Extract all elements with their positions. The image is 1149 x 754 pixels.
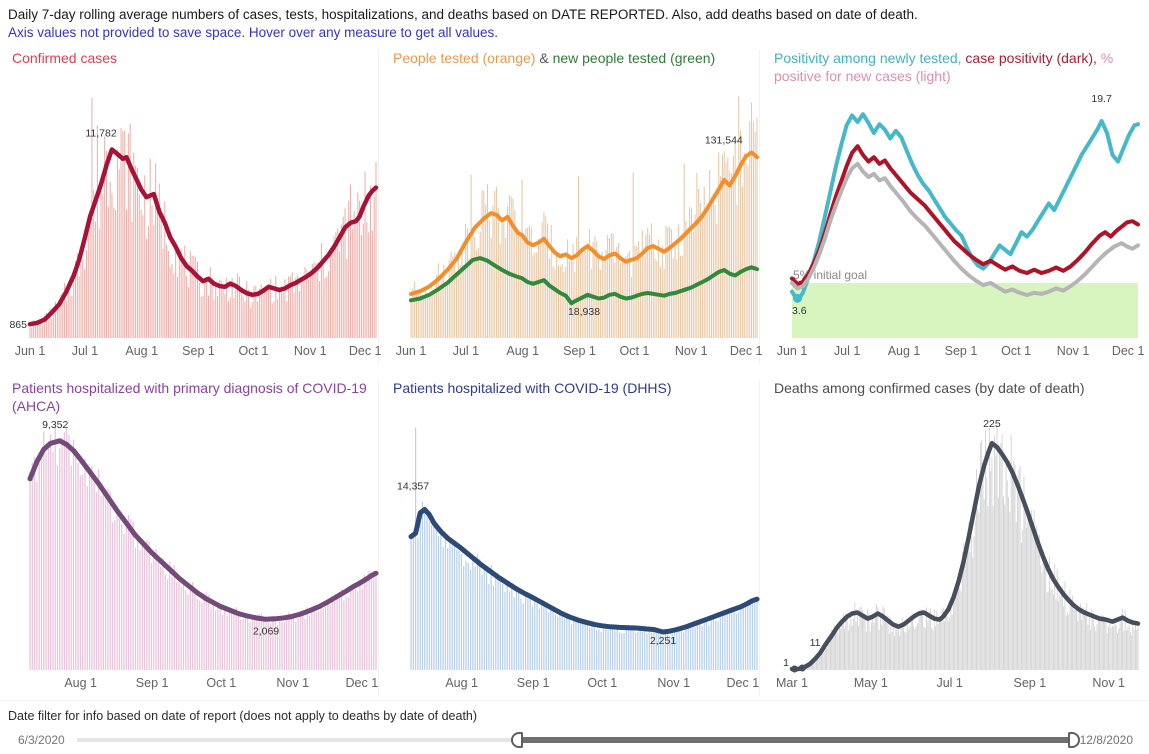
confirmed-cases-x-axis: Jun 1 Jul 1 Aug 1 Sep 1 Oct 1 Nov 1 Dec 1 — [15, 342, 382, 364]
chart-title-hospitalized-dhhs: Patients hospitalized with COVID-19 (DHH… — [389, 380, 759, 418]
x-axis-tick-label: Sep 1 — [1013, 676, 1047, 691]
chart-hospitalized-ahca: Patients hospitalized with primary diagn… — [8, 380, 379, 697]
x-axis-tick-label: Jun 1 — [14, 344, 46, 359]
chart-positivity: Positivity among newly tested, case posi… — [770, 50, 1145, 364]
x-axis-tick-label: Oct 1 — [1001, 344, 1032, 359]
positivity-x-axis: Jun 1 Jul 1 Aug 1 Sep 1 Oct 1 Nov 1 Dec 1 — [777, 342, 1145, 364]
date-slider: 6/3/2020 12/8/2020 — [8, 731, 1141, 749]
chart-title-part: Deaths among confirmed cases (by date of… — [774, 380, 1085, 397]
people-tested-plot[interactable]: 131,544 18,938 — [409, 90, 759, 339]
x-axis-tick-label: Sep 1 — [516, 676, 550, 691]
svg-text:11,782: 11,782 — [85, 128, 116, 140]
svg-text:2,251: 2,251 — [650, 635, 676, 647]
dashboard-subtitle: Axis values not provided to save space. … — [8, 25, 499, 41]
date-filter-label: Date filter for info based on date of re… — [8, 709, 478, 724]
x-axis-tick-label: Mar 1 — [776, 676, 808, 691]
dashboard-title: Daily 7-day rolling average numbers of c… — [8, 7, 918, 22]
chart-title-people-tested: People tested (orange) & new people test… — [389, 50, 759, 88]
chart-title-part: & — [535, 50, 553, 67]
chart-title-positivity: Positivity among newly tested, case posi… — [770, 50, 1141, 88]
svg-text:18,938: 18,938 — [568, 306, 600, 318]
x-axis-tick-label: Oct 1 — [238, 344, 269, 359]
x-axis-tick-label: Nov 1 — [1056, 344, 1090, 359]
x-axis-tick-label: Aug 1 — [506, 344, 540, 359]
chart-title-part: Patients hospitalized with COVID-19 (DHH… — [393, 380, 672, 397]
chart-title-part: Positivity among newly tested, — [774, 50, 962, 67]
chart-hospitalized-dhhs: Patients hospitalized with COVID-19 (DHH… — [389, 380, 760, 697]
x-axis-tick-label: Nov 1 — [1092, 676, 1125, 691]
chart-title-part: Patients hospitalized with primary diagn… — [12, 380, 367, 415]
x-axis-tick-label: Jun 1 — [776, 344, 808, 359]
slider-start-date: 6/3/2020 — [18, 733, 65, 748]
x-axis-tick-label: Jun 1 — [395, 344, 427, 359]
svg-text:19.7: 19.7 — [1091, 94, 1112, 106]
dashboard-header: Daily 7-day rolling average numbers of c… — [0, 0, 1149, 44]
chart-title-confirmed-cases: Confirmed cases — [8, 50, 378, 88]
slider-track[interactable] — [76, 731, 1080, 749]
x-axis-tick-label: Sep 1 — [944, 344, 978, 359]
x-axis-tick-label: Aug 1 — [64, 676, 98, 691]
chart-deaths-by-date-of-death: Deaths among confirmed cases (by date of… — [770, 380, 1141, 696]
chart-title-deaths: Deaths among confirmed cases (by date of… — [770, 380, 1141, 418]
slider-selected-range[interactable] — [522, 737, 1068, 744]
x-axis-tick-label: Sep 1 — [563, 344, 596, 359]
x-axis-tick-label: Sep 1 — [135, 676, 169, 691]
chart-confirmed-cases: Confirmed cases 11,782 865 Jun 1 Jul 1 Aug … — [8, 50, 382, 365]
confirmed-cases-plot[interactable]: 11,782 865 — [9, 90, 379, 339]
x-axis-tick-label: Oct 1 — [587, 676, 618, 691]
x-axis-tick-label: Dec 1 — [726, 676, 760, 691]
x-axis-tick-label: Jul 1 — [833, 344, 861, 359]
x-axis-tick-label: Aug 1 — [445, 676, 479, 691]
svg-text:225: 225 — [983, 418, 1001, 430]
x-axis-tick-label: Oct 1 — [619, 344, 650, 359]
x-axis-tick-label: Dec 1 — [1111, 344, 1145, 359]
x-axis-tick-label: Dec 1 — [348, 344, 382, 359]
charts-grid-row-2: Patients hospitalized with primary diagn… — [0, 374, 1149, 697]
chart-title-part: new people tested (green) — [552, 50, 716, 67]
row-separator — [0, 364, 1149, 374]
svg-text:11: 11 — [810, 637, 821, 649]
svg-text:131,544: 131,544 — [705, 135, 743, 147]
svg-text:9,352: 9,352 — [42, 419, 68, 431]
date-filter-section: Date filter for info based on date of re… — [0, 700, 1149, 749]
x-axis-tick-label: Nov 1 — [674, 344, 708, 359]
x-axis-tick-label: Sep 1 — [182, 344, 215, 359]
x-axis-tick-label: Jul 1 — [71, 344, 99, 359]
svg-text:2,069: 2,069 — [253, 626, 279, 638]
hospitalized-dhhs-plot[interactable]: 14,357 2,251 — [397, 420, 760, 671]
chart-title-hospitalized-ahca: Patients hospitalized with primary diagn… — [8, 380, 378, 418]
x-axis-tick-label: Aug 1 — [125, 344, 159, 359]
svg-text:14,357: 14,357 — [397, 481, 429, 493]
x-axis-tick-label: Jul 1 — [936, 676, 963, 691]
svg-text:865: 865 — [9, 320, 27, 332]
svg-text:3.6: 3.6 — [792, 305, 807, 317]
x-axis-tick-label: Nov 1 — [293, 344, 327, 359]
slider-handle-right[interactable] — [1067, 732, 1080, 749]
x-axis-tick-label: Aug 1 — [887, 344, 921, 359]
hospitalized-ahca-plot[interactable]: 9,352 2,069 — [27, 419, 379, 671]
charts-grid-row-1: Confirmed cases 11,782 865 Jun 1 Jul 1 Aug … — [0, 44, 1149, 365]
deaths-x-axis: Mar 1 May 1 Jul 1 Sep 1 Nov 1 — [776, 674, 1141, 696]
chart-title-part: Confirmed cases — [12, 50, 118, 67]
hospitalized-dhhs-x-axis: Aug 1 Sep 1 Oct 1 Nov 1 Dec 1 — [411, 674, 759, 696]
chart-title-part: case positivity (dark), — [961, 50, 1097, 67]
slider-end-date: 12/8/2020 — [1079, 733, 1133, 748]
x-axis-tick-label: May 1 — [853, 676, 888, 691]
chart-people-tested: People tested (orange) & new people test… — [389, 50, 763, 365]
x-axis-tick-label: Dec 1 — [729, 344, 763, 359]
slider-handle-left[interactable] — [510, 732, 523, 749]
chart-title-part: % positive for new cases (light) — [774, 50, 1114, 85]
x-axis-tick-label: Nov 1 — [276, 676, 310, 691]
x-axis-tick-label: Nov 1 — [657, 676, 691, 691]
x-axis-tick-label: Dec 1 — [345, 676, 379, 691]
x-axis-tick-label: Oct 1 — [206, 676, 237, 691]
hospitalized-ahca-x-axis: Aug 1 Sep 1 Oct 1 Nov 1 Dec 1 — [30, 674, 378, 696]
people-tested-x-axis: Jun 1 Jul 1 Aug 1 Sep 1 Oct 1 Nov 1 Dec 1 — [396, 342, 763, 364]
x-axis-tick-label: Jul 1 — [452, 344, 480, 359]
svg-text:1: 1 — [783, 657, 789, 669]
chart-title-part: People tested (orange) — [393, 50, 536, 67]
